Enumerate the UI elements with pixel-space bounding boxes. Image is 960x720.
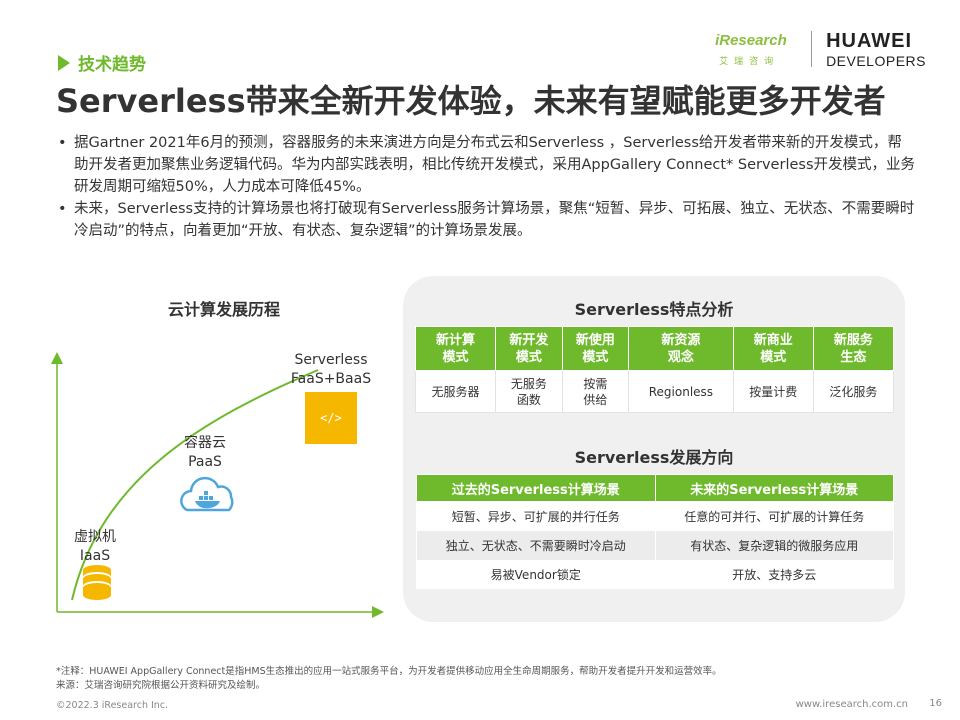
iresearch-logo: iResearch 艾瑞咨询 <box>715 30 797 68</box>
footnote-source: 来源：艾瑞咨询研究院根据公开资料研究及绘制。 <box>56 680 266 691</box>
stage-label-faas: Serverless FaaS+BaaS <box>280 351 382 389</box>
cloud-history-title: 云计算发展历程 <box>168 300 281 319</box>
directions-past-cell: 易被Vendor锁定 <box>416 559 656 589</box>
features-value-row: 无服务器 无服务 函数 按需 供给 Regionless 按量计费 泛化服务 <box>414 370 895 413</box>
stage-faas-type: FaaS+BaaS <box>290 371 372 387</box>
stage-faas-name: Serverless <box>294 352 368 368</box>
huawei-developers-logo: HUAWEI DEVELOPERS <box>826 31 926 68</box>
bullet-item: • 据Gartner 2021年6月的预测，容器服务的未来演进方向是分布式云和S… <box>56 132 916 198</box>
iresearch-logo-sub: 艾瑞咨询 <box>719 57 780 67</box>
stage-label-paas: 容器云 PaaS <box>170 434 240 472</box>
triangle-marker-icon <box>58 54 70 71</box>
huawei-logo-line2: DEVELOPERS <box>826 52 926 69</box>
directions-past-cell: 短暂、异步、可扩展的并行任务 <box>416 501 656 531</box>
directions-row: 易被Vendor锁定 开放、支持多云 <box>416 559 894 589</box>
directions-header-row: 过去的Serverless计算场景 未来的Serverless计算场景 <box>416 474 894 502</box>
features-header-cell: 新服务 生态 <box>812 326 895 371</box>
directions-future-cell: 任意的可并行、可扩展的计算任务 <box>654 501 894 531</box>
features-header-cell: 新计算 模式 <box>414 326 497 371</box>
features-value-cell: 无服务器 <box>414 370 497 413</box>
directions-title: Serverless发展方向 <box>574 448 734 467</box>
bullet-dot: • <box>58 201 67 217</box>
docker-cloud-icon <box>180 476 234 512</box>
copyright: ©2022.3 iResearch Inc. <box>56 700 169 711</box>
footnotes: *注释：HUAWEI AppGallery Connect是指HMS生态推出的应… <box>56 665 722 693</box>
site-url: www.iresearch.com.cn <box>795 699 908 710</box>
footnote-note: *注释：HUAWEI AppGallery Connect是指HMS生态推出的应… <box>56 666 722 677</box>
directions-header-future: 未来的Serverless计算场景 <box>654 474 894 502</box>
page-number: 16 <box>929 698 942 709</box>
features-value-cell: 泛化服务 <box>812 370 895 413</box>
directions-row: 短暂、异步、可扩展的并行任务 任意的可并行、可扩展的计算任务 <box>416 501 894 531</box>
bullet-item: • 未来，Serverless支持的计算场景也将打破现有Serverless服务… <box>56 198 916 242</box>
features-header-cell: 新商业 模式 <box>732 326 814 371</box>
code-icon: </> <box>305 392 357 444</box>
stage-iaas-type: IaaS <box>79 548 111 564</box>
stage-label-iaas: 虚拟机 IaaS <box>64 528 126 566</box>
huawei-logo-line1: HUAWEI <box>826 29 913 52</box>
directions-future-cell: 开放、支持多云 <box>654 559 894 589</box>
features-header-cell: 新资源 观念 <box>628 326 734 371</box>
features-title: Serverless特点分析 <box>574 300 734 319</box>
features-value-cell: 按需 供给 <box>561 370 630 413</box>
page-title: Serverless带来全新开发体验，未来有望赋能更多开发者 <box>56 82 886 120</box>
features-table: 新计算 模式 新开发 模式 新使用 模式 新资源 观念 新商业 模式 新服务 生… <box>414 326 895 413</box>
stage-iaas-name: 虚拟机 <box>74 529 116 545</box>
directions-table: 过去的Serverless计算场景 未来的Serverless计算场景 短暂、异… <box>416 474 894 589</box>
directions-future-cell: 有状态、复杂逻辑的微服务应用 <box>654 530 894 560</box>
logo-area: iResearch 艾瑞咨询 HUAWEI DEVELOPERS <box>715 30 926 68</box>
features-value-cell: 无服务 函数 <box>495 370 563 413</box>
directions-header-past: 过去的Serverless计算场景 <box>416 474 656 502</box>
features-value-cell: 按量计费 <box>732 370 814 413</box>
stage-paas-type: PaaS <box>188 454 222 470</box>
bullet-dot: • <box>58 135 67 151</box>
directions-row: 独立、无状态、不需要瞬时冷启动 有状态、复杂逻辑的微服务应用 <box>416 530 894 560</box>
features-header-cell: 新使用 模式 <box>561 326 630 371</box>
features-header-cell: 新开发 模式 <box>495 326 563 371</box>
iresearch-logo-name: iResearch <box>715 32 787 49</box>
stage-paas-name: 容器云 <box>184 435 226 451</box>
directions-past-cell: 独立、无状态、不需要瞬时冷启动 <box>416 530 656 560</box>
section-tag-label: 技术趋势 <box>78 55 146 75</box>
bullet-list: • 据Gartner 2021年6月的预测，容器服务的未来演进方向是分布式云和S… <box>56 132 916 242</box>
logo-divider <box>811 31 813 67</box>
bullet-text: 未来，Serverless支持的计算场景也将打破现有Serverless服务计算… <box>74 201 915 239</box>
features-value-cell: Regionless <box>628 370 734 413</box>
database-icon <box>83 565 111 600</box>
features-header-row: 新计算 模式 新开发 模式 新使用 模式 新资源 观念 新商业 模式 新服务 生… <box>414 326 895 371</box>
section-tag: 技术趋势 <box>58 50 146 75</box>
bullet-text: 据Gartner 2021年6月的预测，容器服务的未来演进方向是分布式云和Ser… <box>74 135 915 195</box>
